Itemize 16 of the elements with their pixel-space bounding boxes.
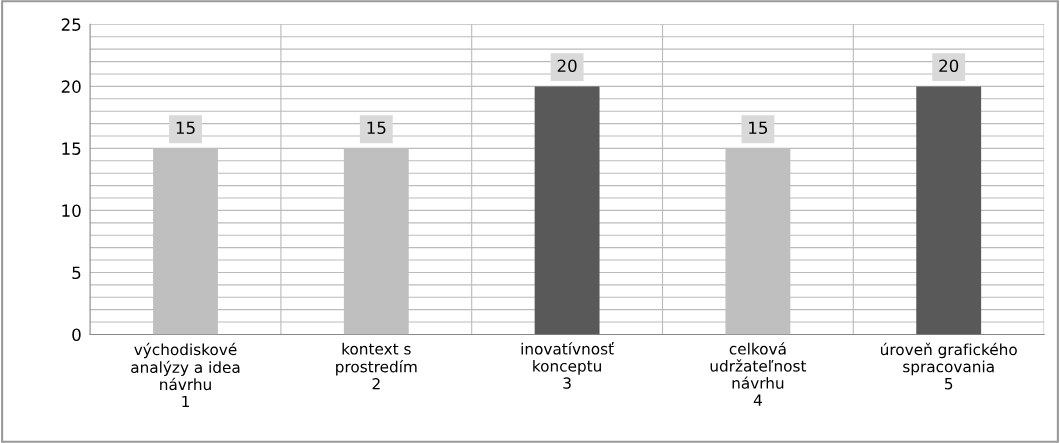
y-tick-label: 0 [72, 328, 81, 342]
x-tick-label: celková udržateľnost návrhu 4 [710, 342, 807, 406]
x-tick-label: kontext s prostredím 2 [336, 342, 417, 390]
x-tick-label: východiskové analýzy a idea návrhu 1 [131, 342, 240, 408]
y-tick-label: 5 [72, 266, 81, 280]
data-label: 15 [176, 121, 195, 135]
data-label: 15 [749, 121, 768, 135]
y-tick-label: 20 [61, 80, 81, 93]
y-tick-label: 25 [61, 18, 81, 31]
data-label: 20 [939, 59, 959, 73]
x-tick-label: inovatívnosť konceptu 3 [521, 342, 614, 389]
data-label: 20 [557, 59, 577, 73]
y-tick-label: 10 [62, 204, 81, 217]
data-label: 15 [367, 121, 386, 135]
x-tick-label: úroveň grafického spracovania 5 [880, 342, 1017, 390]
y-tick-label: 15 [62, 142, 81, 155]
